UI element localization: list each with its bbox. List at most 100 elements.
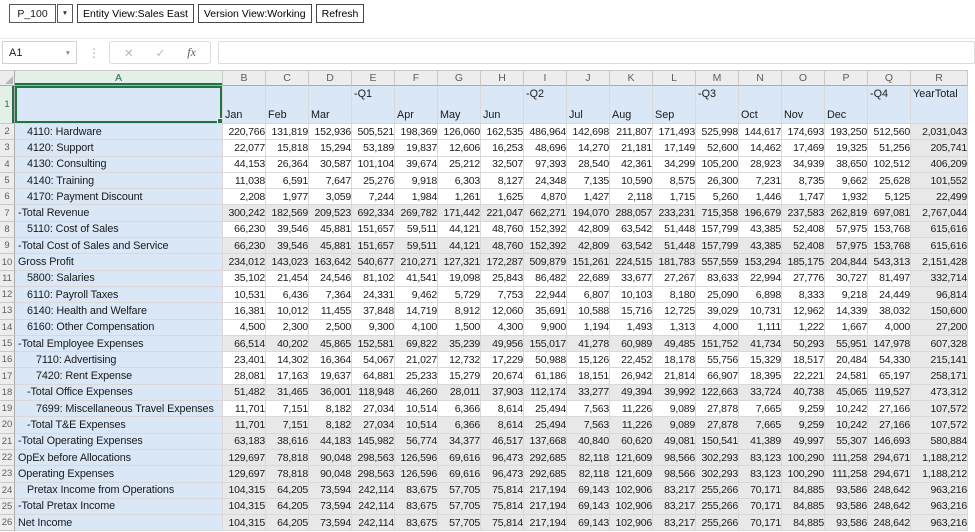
member-cell-row12[interactable]: 6110: Payroll Taxes <box>15 286 223 304</box>
data-cell-g9[interactable]: 44,121 <box>438 238 481 255</box>
period-header-aug[interactable]: Aug <box>610 86 653 124</box>
data-cell-g14[interactable]: 1,500 <box>438 319 481 336</box>
data-cell-q12[interactable]: 24,449 <box>868 286 911 304</box>
data-cell-k20[interactable]: 11,226 <box>610 417 653 434</box>
data-cell-c19[interactable]: 7,151 <box>266 401 309 418</box>
data-cell-j6[interactable]: 1,427 <box>567 189 610 206</box>
data-cell-o7[interactable]: 237,583 <box>782 205 825 222</box>
data-cell-q17[interactable]: 65,197 <box>868 368 911 385</box>
data-cell-p10[interactable]: 204,844 <box>825 254 868 271</box>
data-cell-i16[interactable]: 50,988 <box>524 352 567 369</box>
data-cell-f26[interactable]: 83,675 <box>395 515 438 532</box>
data-cell-m3[interactable]: 52,600 <box>696 140 739 157</box>
data-cell-l5[interactable]: 8,575 <box>653 172 696 190</box>
data-cell-h11[interactable]: 25,843 <box>481 270 524 287</box>
data-cell-g20[interactable]: 6,366 <box>438 417 481 434</box>
data-cell-h6[interactable]: 1,625 <box>481 189 524 206</box>
data-cell-e21[interactable]: 145,982 <box>352 433 395 450</box>
data-cell-f9[interactable]: 59,511 <box>395 238 438 255</box>
period-header-may[interactable]: May <box>438 86 481 124</box>
data-cell-b22[interactable]: 129,697 <box>223 449 266 467</box>
member-cell-row5[interactable]: 4140: Training <box>15 172 223 190</box>
row-header-14[interactable]: 14 <box>0 319 15 336</box>
data-cell-l21[interactable]: 49,081 <box>653 433 696 450</box>
data-cell-p8[interactable]: 57,975 <box>825 221 868 239</box>
data-cell-i6[interactable]: 4,870 <box>524 189 567 206</box>
data-cell-o9[interactable]: 52,408 <box>782 238 825 255</box>
data-cell-b7[interactable]: 300,242 <box>223 205 266 222</box>
data-cell-n9[interactable]: 43,385 <box>739 238 782 255</box>
data-cell-o17[interactable]: 22,221 <box>782 368 825 385</box>
data-cell-c18[interactable]: 31,465 <box>266 384 309 402</box>
data-cell-r13[interactable]: 150,600 <box>911 303 968 320</box>
data-cell-r23[interactable]: 1,188,212 <box>911 466 968 483</box>
data-cell-p21[interactable]: 55,307 <box>825 433 868 450</box>
member-cell-row8[interactable]: 5110: Cost of Sales <box>15 221 223 239</box>
data-cell-d13[interactable]: 11,455 <box>309 303 352 320</box>
data-cell-j11[interactable]: 22,689 <box>567 270 610 287</box>
data-cell-q9[interactable]: 153,768 <box>868 238 911 255</box>
data-cell-p13[interactable]: 14,339 <box>825 303 868 320</box>
data-cell-m21[interactable]: 150,541 <box>696 433 739 450</box>
data-cell-d26[interactable]: 73,594 <box>309 515 352 532</box>
period-header-apr[interactable]: Apr <box>395 86 438 124</box>
data-cell-q4[interactable]: 102,512 <box>868 156 911 173</box>
data-cell-p5[interactable]: 9,662 <box>825 172 868 190</box>
data-cell-n10[interactable]: 153,294 <box>739 254 782 271</box>
data-cell-i12[interactable]: 22,944 <box>524 286 567 304</box>
data-cell-g22[interactable]: 69,616 <box>438 449 481 467</box>
data-cell-m2[interactable]: 525,998 <box>696 124 739 141</box>
data-cell-d18[interactable]: 36,001 <box>309 384 352 402</box>
data-cell-r11[interactable]: 332,714 <box>911 270 968 287</box>
data-cell-c5[interactable]: 6,591 <box>266 172 309 190</box>
data-cell-e12[interactable]: 24,331 <box>352 286 395 304</box>
data-cell-e5[interactable]: 25,276 <box>352 172 395 190</box>
data-cell-l8[interactable]: 51,448 <box>653 221 696 239</box>
data-cell-f21[interactable]: 56,774 <box>395 433 438 450</box>
data-cell-q25[interactable]: 248,642 <box>868 498 911 516</box>
column-header-p[interactable]: P <box>825 70 868 86</box>
data-cell-q6[interactable]: 5,125 <box>868 189 911 206</box>
data-cell-k9[interactable]: 63,542 <box>610 238 653 255</box>
data-cell-k4[interactable]: 42,361 <box>610 156 653 173</box>
data-cell-j4[interactable]: 28,540 <box>567 156 610 173</box>
member-cell-row6[interactable]: 4170: Payment Discount <box>15 189 223 206</box>
data-cell-k7[interactable]: 288,057 <box>610 205 653 222</box>
row-header-2[interactable]: 2 <box>0 124 15 141</box>
data-cell-k2[interactable]: 211,807 <box>610 124 653 141</box>
data-cell-p4[interactable]: 38,650 <box>825 156 868 173</box>
data-cell-o2[interactable]: 174,693 <box>782 124 825 141</box>
data-cell-b13[interactable]: 16,381 <box>223 303 266 320</box>
data-cell-r19[interactable]: 107,572 <box>911 401 968 418</box>
data-cell-o21[interactable]: 49,997 <box>782 433 825 450</box>
data-cell-m10[interactable]: 557,559 <box>696 254 739 271</box>
data-cell-g21[interactable]: 34,377 <box>438 433 481 450</box>
column-header-e[interactable]: E <box>352 70 395 86</box>
data-cell-k17[interactable]: 26,942 <box>610 368 653 385</box>
data-cell-r10[interactable]: 2,151,428 <box>911 254 968 271</box>
member-cell-row21[interactable]: -Total Operating Expenses <box>15 433 223 450</box>
data-cell-d20[interactable]: 8,182 <box>309 417 352 434</box>
data-cell-l24[interactable]: 83,217 <box>653 482 696 499</box>
data-cell-k19[interactable]: 11,226 <box>610 401 653 418</box>
data-cell-c17[interactable]: 17,163 <box>266 368 309 385</box>
data-cell-n5[interactable]: 7,231 <box>739 172 782 190</box>
data-cell-d12[interactable]: 7,364 <box>309 286 352 304</box>
data-cell-h8[interactable]: 48,760 <box>481 221 524 239</box>
data-cell-b21[interactable]: 63,183 <box>223 433 266 450</box>
data-cell-f12[interactable]: 9,462 <box>395 286 438 304</box>
data-cell-b20[interactable]: 11,701 <box>223 417 266 434</box>
data-cell-d2[interactable]: 152,936 <box>309 124 352 141</box>
data-cell-d3[interactable]: 15,294 <box>309 140 352 157</box>
data-cell-c26[interactable]: 64,205 <box>266 515 309 532</box>
data-cell-b3[interactable]: 22,077 <box>223 140 266 157</box>
data-cell-c9[interactable]: 39,546 <box>266 238 309 255</box>
data-cell-o4[interactable]: 34,939 <box>782 156 825 173</box>
data-cell-l12[interactable]: 8,180 <box>653 286 696 304</box>
data-cell-g15[interactable]: 35,239 <box>438 335 481 353</box>
data-cell-n17[interactable]: 18,395 <box>739 368 782 385</box>
column-header-i[interactable]: I <box>524 70 567 86</box>
data-cell-h18[interactable]: 37,903 <box>481 384 524 402</box>
data-cell-k11[interactable]: 33,677 <box>610 270 653 287</box>
row-header-16[interactable]: 16 <box>0 352 15 369</box>
